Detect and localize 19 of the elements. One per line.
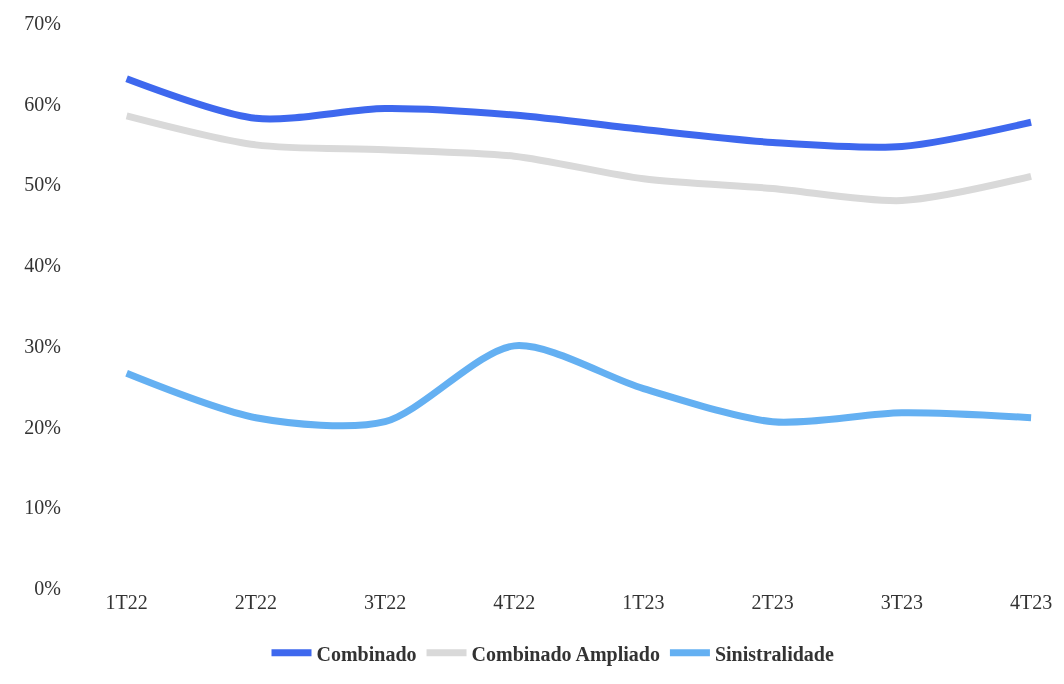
x-tick-label: 3T22 <box>363 591 407 613</box>
x-tick-label: 3T23 <box>880 591 923 613</box>
y-tick-label: 70% <box>24 12 61 34</box>
y-tick-label: 0% <box>34 577 61 599</box>
x-tick-label: 4T22 <box>493 591 536 613</box>
x-tick-label: 4T23 <box>1009 591 1053 613</box>
x-tick-label: 1T22 <box>105 591 148 613</box>
y-tick-label: 30% <box>24 334 61 357</box>
x-tick-label: 2T23 <box>751 591 794 613</box>
legend-label: Combinado Ampliado <box>471 642 660 666</box>
x-tick-label: 1T23 <box>622 591 665 613</box>
y-tick-label: 10% <box>24 496 61 519</box>
legend-label: Combinado <box>316 642 417 665</box>
legend-label: Sinistralidade <box>714 642 834 665</box>
y-tick-label: 60% <box>24 92 61 115</box>
y-tick-label: 50% <box>24 173 61 196</box>
y-tick-label: 40% <box>24 254 61 277</box>
y-tick-label: 20% <box>24 415 61 438</box>
x-tick-label: 2T22 <box>234 591 277 613</box>
